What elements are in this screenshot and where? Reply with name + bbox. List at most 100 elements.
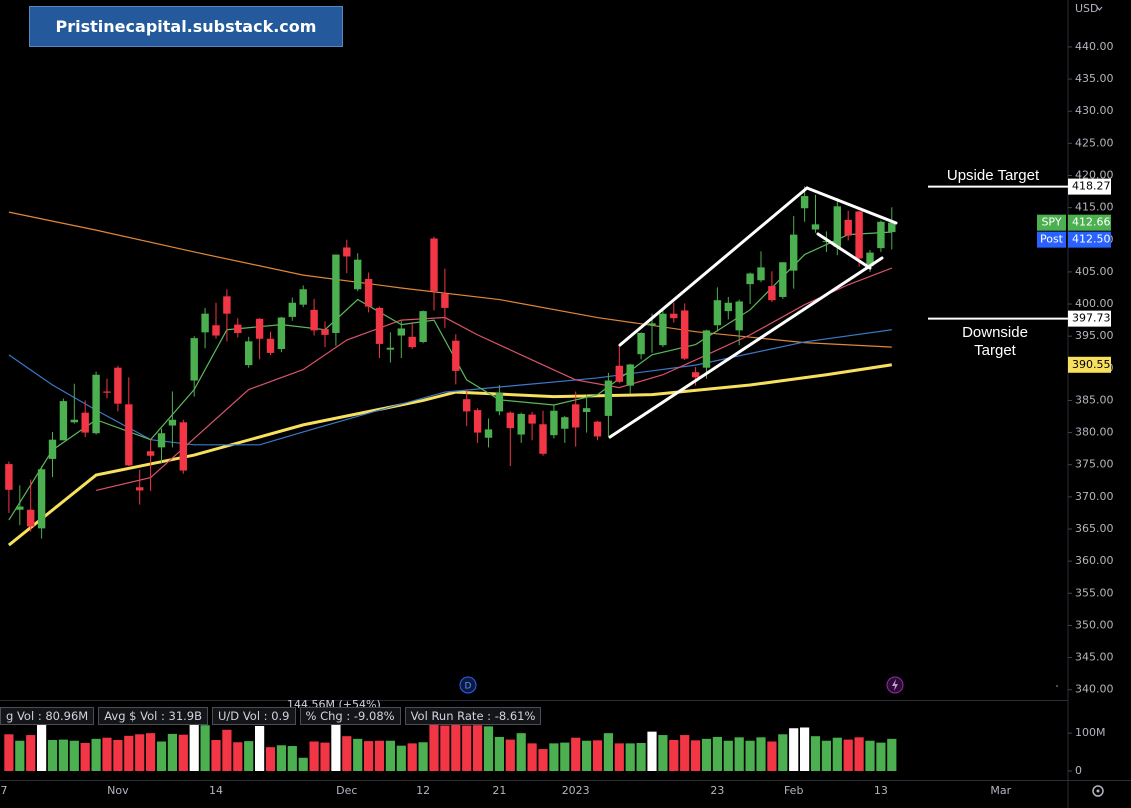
y-tick-label: 385.00 <box>1075 393 1114 406</box>
y-tick-label: 370.00 <box>1075 490 1114 503</box>
x-tick-label: Feb <box>784 784 803 797</box>
volume-bar <box>418 742 428 771</box>
ma-price-label: 390.55 <box>1072 358 1111 371</box>
candle-body <box>441 293 449 308</box>
volume-bar <box>309 741 319 771</box>
candle-body <box>168 419 177 426</box>
candle-body <box>833 206 841 247</box>
volume-bar <box>4 734 14 771</box>
volume-stat: g Vol : 80.96M <box>0 707 95 725</box>
x-tick-label: 21 <box>492 784 506 797</box>
volume-bar <box>462 725 472 771</box>
volume-bar <box>156 741 167 771</box>
y-tick-label: 350.00 <box>1075 618 1114 631</box>
x-tick-label: 23 <box>710 784 724 797</box>
candle-body <box>266 338 275 353</box>
y-tick-label: 360.00 <box>1075 554 1114 567</box>
dividend-icon[interactable] <box>459 676 477 694</box>
volume-bar <box>113 739 123 771</box>
price-tag-value: 412.66 <box>1072 216 1111 229</box>
candle-body <box>626 364 634 386</box>
candle-body <box>343 247 351 257</box>
y-tick-label: 415.00 <box>1075 201 1114 214</box>
volume-bar <box>102 737 112 771</box>
candle-body <box>354 259 362 290</box>
price-tag-value: 412.50 <box>1072 233 1111 246</box>
volume-bar <box>342 736 352 771</box>
volume-bar <box>516 733 526 771</box>
price-tag-name-box <box>1037 231 1066 248</box>
volume-stat: U/D Vol : 0.9 <box>212 707 296 725</box>
x-tick-label: Dec <box>336 784 357 797</box>
candle-body <box>735 301 743 331</box>
y-tick-label: 435.00 <box>1075 72 1114 85</box>
candle-body <box>190 338 198 381</box>
volume-bar <box>800 727 810 771</box>
volume-bar <box>15 740 25 771</box>
price-tag-name-box <box>1037 214 1066 231</box>
candle-body <box>234 324 242 333</box>
settings-icon[interactable] <box>1092 785 1104 797</box>
target-price-label: 418.27 <box>1072 180 1111 193</box>
candle-body <box>877 221 885 249</box>
volume-bar <box>385 740 395 771</box>
volume-bar <box>37 722 47 771</box>
candle-body <box>790 234 798 271</box>
volume-bar <box>483 726 494 771</box>
volume-bar <box>603 733 613 771</box>
candle-body <box>659 313 667 346</box>
price-tag-name: SPY <box>1041 216 1061 229</box>
candle-body <box>277 317 286 350</box>
y-tick-label: 375.00 <box>1075 458 1114 471</box>
volume-bar <box>571 737 581 771</box>
candle-body <box>375 307 384 344</box>
candle-body <box>757 267 765 281</box>
volume-bar <box>189 717 199 771</box>
volume-stat: Vol Run Rate : -8.61% <box>404 707 542 725</box>
x-tick-label: 7 <box>1 784 8 797</box>
price-tag-name: Post <box>1040 233 1064 246</box>
candle-body <box>430 238 438 292</box>
x-tick-label: 2023 <box>562 784 590 797</box>
volume-bar <box>810 736 821 771</box>
candle-body <box>517 413 525 435</box>
candle-body <box>648 323 656 326</box>
candle-body <box>702 330 711 368</box>
y-tick-label: 365.00 <box>1075 522 1114 535</box>
volume-bar <box>287 746 297 771</box>
volume-bar <box>396 745 406 771</box>
candle-body <box>604 380 613 416</box>
volume-bar <box>560 742 570 771</box>
candle-body <box>212 325 220 336</box>
candle-body <box>670 313 678 319</box>
candle-body <box>724 302 732 312</box>
candle-body <box>114 367 122 404</box>
candle-body <box>408 336 416 348</box>
candle-body <box>822 241 831 243</box>
candle-body <box>506 412 514 429</box>
volume-bar <box>636 743 646 771</box>
candle-body <box>255 318 264 339</box>
candle-body <box>136 487 144 491</box>
volume-bar <box>549 743 559 771</box>
volume-bar <box>320 742 330 771</box>
volume-bar <box>767 741 777 771</box>
volume-bar <box>527 743 537 771</box>
volume-bar <box>135 734 145 771</box>
candle-body <box>332 254 340 333</box>
volume-bar <box>440 725 450 771</box>
volume-bar <box>745 740 755 771</box>
volume-bar <box>167 733 177 771</box>
target-price-label: 397.73 <box>1072 312 1111 325</box>
y-tick-label: 395.00 <box>1075 329 1114 342</box>
channel-lower <box>608 256 884 439</box>
candle-body <box>855 211 863 259</box>
y-tick-label: 380.00 <box>1075 426 1114 439</box>
candle-body <box>779 262 787 297</box>
volume-bar <box>146 733 156 771</box>
volume-bar <box>47 739 58 771</box>
volume-bar <box>58 739 68 771</box>
moving-average <box>8 231 892 521</box>
candle-body <box>463 399 471 412</box>
